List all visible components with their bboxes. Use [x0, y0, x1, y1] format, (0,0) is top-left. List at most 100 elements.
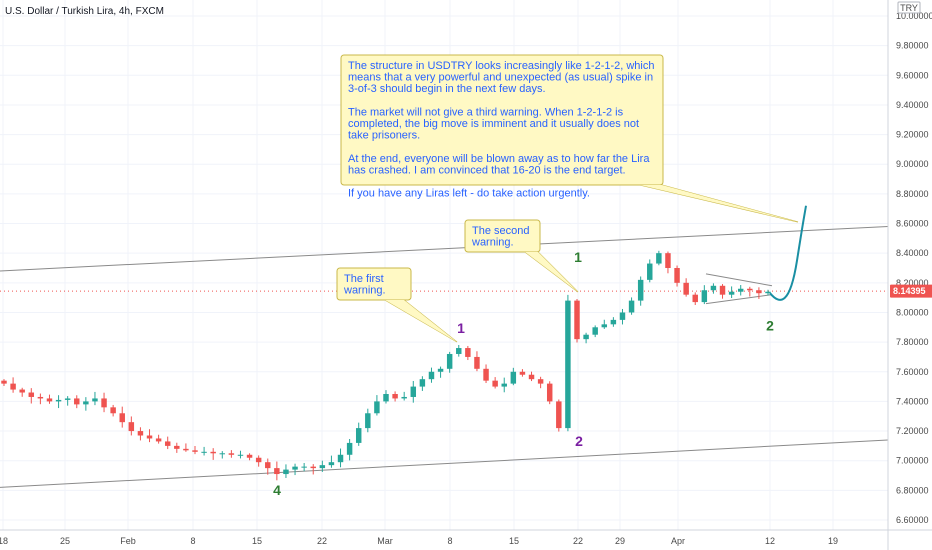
candle-body [119, 413, 125, 423]
candle-body [310, 466, 316, 469]
candle-body [519, 371, 526, 375]
note-second-warning-box [464, 219, 541, 253]
note-second-warning-line: The second [472, 225, 529, 237]
note-first-warning-box [336, 267, 412, 301]
candle-body [392, 394, 398, 399]
candle-body [137, 431, 144, 436]
candle-body [619, 312, 626, 320]
candle-body [146, 435, 153, 439]
y-tick-label: 10.00000 [896, 11, 932, 21]
candle-body [46, 398, 53, 402]
currency-badge [897, 1, 921, 14]
candle-body [374, 401, 380, 414]
candle-body [55, 399, 62, 402]
candle-body [437, 368, 444, 372]
grid-lines [0, 0, 888, 530]
currency-badge-label: TRY [900, 3, 918, 13]
chart-header: U.S. Dollar / Turkish Lira, 4h, FXCM TRY [5, 1, 921, 17]
candle-body [201, 451, 207, 453]
x-tick-label: 18 [0, 536, 8, 546]
note-main-pointer-fill [640, 185, 798, 222]
upper-trend-line [0, 225, 889, 272]
note-main-line: If you have any Liras left - do take act… [348, 188, 590, 200]
candle-body [64, 398, 71, 400]
candle-body [174, 445, 180, 449]
candle-body [346, 442, 353, 455]
candle-body [683, 282, 689, 295]
candle-body [446, 353, 453, 369]
candle-body [183, 448, 189, 451]
candle-body [510, 371, 517, 384]
note-main-line: has crashed. I am convinced that 16-20 i… [348, 164, 626, 176]
price-axis: 10.00000 9.80000 9.60000 9.40000 9.20000 9.00… [887, 0, 932, 550]
candle-body [10, 383, 16, 390]
candle-body [647, 263, 653, 280]
candle-body [456, 348, 462, 354]
candle-body [692, 294, 698, 303]
candle-body [210, 451, 216, 454]
candle-body [419, 379, 426, 387]
y-tick-label: 7.60000 [896, 367, 929, 377]
x-tick-label: 29 [615, 536, 625, 546]
candle-body [92, 398, 98, 402]
triangle-upper-line [705, 273, 773, 287]
candle-body [565, 300, 571, 429]
candle-body [483, 368, 489, 381]
candle-body [128, 422, 135, 432]
candle-body [756, 290, 762, 294]
y-tick-label: 8.80000 [896, 189, 929, 199]
candle-body [710, 285, 717, 291]
candle-body [474, 356, 480, 369]
y-tick-label: 8.40000 [896, 248, 929, 258]
y-tick-label: 8.20000 [896, 278, 929, 288]
lower-trend-line [0, 439, 889, 488]
candle-body [465, 348, 471, 357]
candle-body [365, 413, 371, 429]
wave-label-4: 4 [273, 482, 281, 498]
x-tick-label: 8 [190, 536, 195, 546]
x-tick-label: 22 [573, 536, 583, 546]
candle-body [528, 374, 535, 380]
candle-body [237, 454, 244, 456]
note-main-line: take prisoners. [348, 130, 420, 142]
candle-body [501, 383, 507, 387]
y-tick-label: 7.40000 [896, 396, 929, 406]
y-tick-label: 6.80000 [896, 485, 929, 495]
candle-body [265, 462, 271, 469]
y-tick-label: 7.20000 [896, 426, 929, 436]
y-tick-label: 6.60000 [896, 515, 929, 525]
candle-body [637, 279, 644, 301]
note-main-box [340, 54, 664, 186]
candle-body [292, 466, 298, 470]
y-tick-label: 7.00000 [896, 456, 929, 466]
candle-body [283, 469, 289, 475]
candle-body [155, 438, 162, 442]
x-tick-label: Feb [120, 536, 136, 546]
candle-body [674, 268, 680, 283]
note-second-warning-line: warning. [471, 237, 514, 249]
x-tick-label: 8 [447, 536, 452, 546]
note-main: The structure in USDTRY looks increasing… [340, 54, 799, 223]
candle-body [164, 441, 171, 446]
candle-body [410, 386, 417, 397]
candle-body [110, 407, 116, 414]
wave-label-2: 2 [575, 433, 583, 449]
candle-body [719, 285, 726, 295]
x-tick-label: 15 [252, 536, 262, 546]
candle-body [592, 327, 598, 335]
candle-body [383, 394, 389, 402]
candle-body [255, 457, 262, 463]
candles [1, 250, 771, 481]
candle-body [628, 300, 635, 313]
candle-body [701, 290, 708, 303]
wave-labels: 4 1 2 1 2 [273, 249, 774, 498]
candle-body [428, 371, 435, 380]
triangle-lower-line [705, 294, 773, 305]
projection-curve [769, 205, 807, 301]
candle-body [665, 253, 671, 268]
wave-label-1: 1 [574, 249, 582, 265]
candle-body [583, 334, 589, 340]
